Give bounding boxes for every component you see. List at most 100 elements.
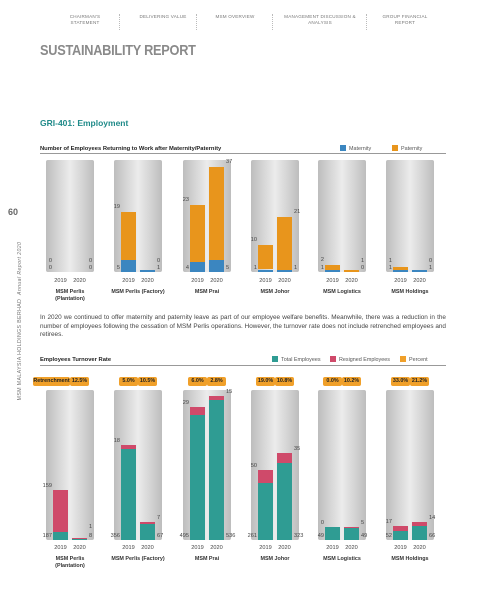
value-label: 0	[429, 258, 433, 264]
bar-overlay	[258, 470, 273, 484]
nav-item[interactable]: GROUP FINANCIAL REPORT	[382, 14, 428, 26]
bar-segment	[325, 269, 340, 272]
nav-item[interactable]: MANAGEMENT DISCUSSION & ANALYSIS	[284, 14, 356, 26]
category-label: MSM Johor	[260, 289, 290, 295]
bar-segment	[190, 262, 205, 272]
bar-segment	[393, 267, 408, 270]
value-label: 1	[361, 258, 365, 264]
year-label: 2019	[394, 278, 407, 284]
percent-label: 33.0%	[391, 377, 410, 386]
category-label: MSM Perlis (Plantation)	[55, 289, 85, 303]
year-label: 2019	[259, 278, 272, 284]
category-label: MSM Holdings	[391, 556, 429, 562]
year-label: 2019	[191, 278, 204, 284]
value-label: 1	[388, 265, 392, 271]
percent-label: 10.2%	[342, 377, 361, 386]
bar-overlay	[412, 522, 427, 527]
bar	[140, 522, 155, 540]
panel	[318, 160, 366, 272]
legend-swatch	[340, 145, 346, 151]
bar	[72, 537, 87, 540]
category-label: MSM Logistics	[323, 556, 361, 562]
bar-segment	[209, 259, 224, 272]
legend-swatch	[392, 145, 398, 151]
percent-label: 10.5%	[138, 377, 157, 386]
value-label: 50	[250, 463, 257, 470]
value-label: 17	[385, 519, 392, 526]
bar-overlay	[344, 526, 359, 529]
value-label: 536	[226, 533, 236, 539]
value-label: 49	[361, 533, 368, 539]
value-label: 0	[89, 258, 93, 264]
bar-segment	[325, 264, 340, 270]
page-number: 60	[8, 207, 19, 217]
nav-item[interactable]: CHAIRMAN'S STATEMENT	[69, 14, 101, 26]
percent-label: Retrenchment	[33, 377, 70, 386]
bar-segment	[412, 269, 427, 272]
year-label: 2019	[54, 278, 67, 284]
value-label: 21	[294, 209, 301, 216]
legend-label: Paternity	[401, 146, 423, 152]
nav-separator	[366, 14, 367, 30]
value-label: 19	[113, 204, 120, 211]
value-label: 323	[294, 533, 304, 539]
bar	[344, 526, 359, 540]
value-label: 10	[250, 236, 257, 243]
category-label: MSM Holdings	[391, 289, 429, 295]
sidebar-company: MSM MALAYSIA HOLDINGS BERHAD	[17, 298, 23, 401]
category-label: MSM Prai	[194, 556, 220, 562]
bar-overlay	[53, 489, 68, 533]
value-label: 159	[42, 482, 52, 489]
bar	[412, 522, 427, 540]
value-label: 261	[247, 533, 257, 539]
value-label: 66	[429, 533, 436, 539]
nav-item[interactable]: MSM OVERVIEW	[215, 14, 255, 19]
year-label: 2019	[191, 545, 204, 551]
legend-swatch	[400, 356, 406, 362]
value-label: 0	[48, 265, 52, 271]
bar-overlay	[277, 453, 292, 463]
value-label: 1	[429, 265, 433, 271]
bar-overlay	[140, 522, 155, 524]
bar-segment	[209, 167, 224, 260]
legend-label: Resigned Employees	[339, 357, 390, 363]
category-label: MSM Prai	[194, 289, 220, 295]
year-label: 2020	[278, 278, 291, 284]
chart-title: Number of Employees Returning to Work af…	[40, 146, 222, 152]
nav-item[interactable]: DELIVERING VALUE	[139, 14, 187, 19]
year-label: 2020	[345, 545, 358, 551]
year-label: 2020	[210, 545, 223, 551]
year-label: 2019	[326, 545, 339, 551]
value-label: 8	[89, 533, 93, 539]
legend-label: Percent	[409, 357, 428, 363]
category-label: MSM Perlis (Factory)	[111, 289, 165, 295]
category-label: MSM Perlis (Plantation)	[55, 556, 85, 570]
value-label: 0	[89, 265, 93, 271]
page-title: SUSTAINABILITY REPORT	[40, 42, 196, 59]
sidebar-report: Annual Report 2020	[17, 241, 23, 296]
value-label: 1	[253, 265, 257, 271]
bar-overlay	[190, 407, 205, 416]
percent-label: 6.0%	[188, 377, 207, 386]
year-label: 2019	[326, 278, 339, 284]
divider	[40, 153, 446, 154]
value-label: 67	[157, 533, 164, 539]
value-label: 2	[320, 256, 324, 263]
category-label: MSM Logistics	[323, 289, 361, 295]
value-label: 37	[226, 159, 233, 166]
paragraph: In 2020 we continued to offer maternity …	[40, 314, 446, 339]
percent-label: 12.5%	[70, 377, 89, 386]
bar-segment	[344, 269, 359, 272]
bar-overlay	[393, 526, 408, 531]
nav-separator	[272, 14, 273, 30]
value-label: 18	[113, 437, 120, 444]
bar-segment	[258, 269, 273, 272]
category-label: MSM Johor	[260, 556, 290, 562]
value-label: 0	[48, 258, 52, 264]
section-title: GRI-401: Employment	[40, 118, 129, 128]
year-label: 2019	[259, 545, 272, 551]
bar	[209, 396, 224, 540]
value-label: 495	[179, 533, 189, 539]
year-label: 2019	[122, 545, 135, 551]
